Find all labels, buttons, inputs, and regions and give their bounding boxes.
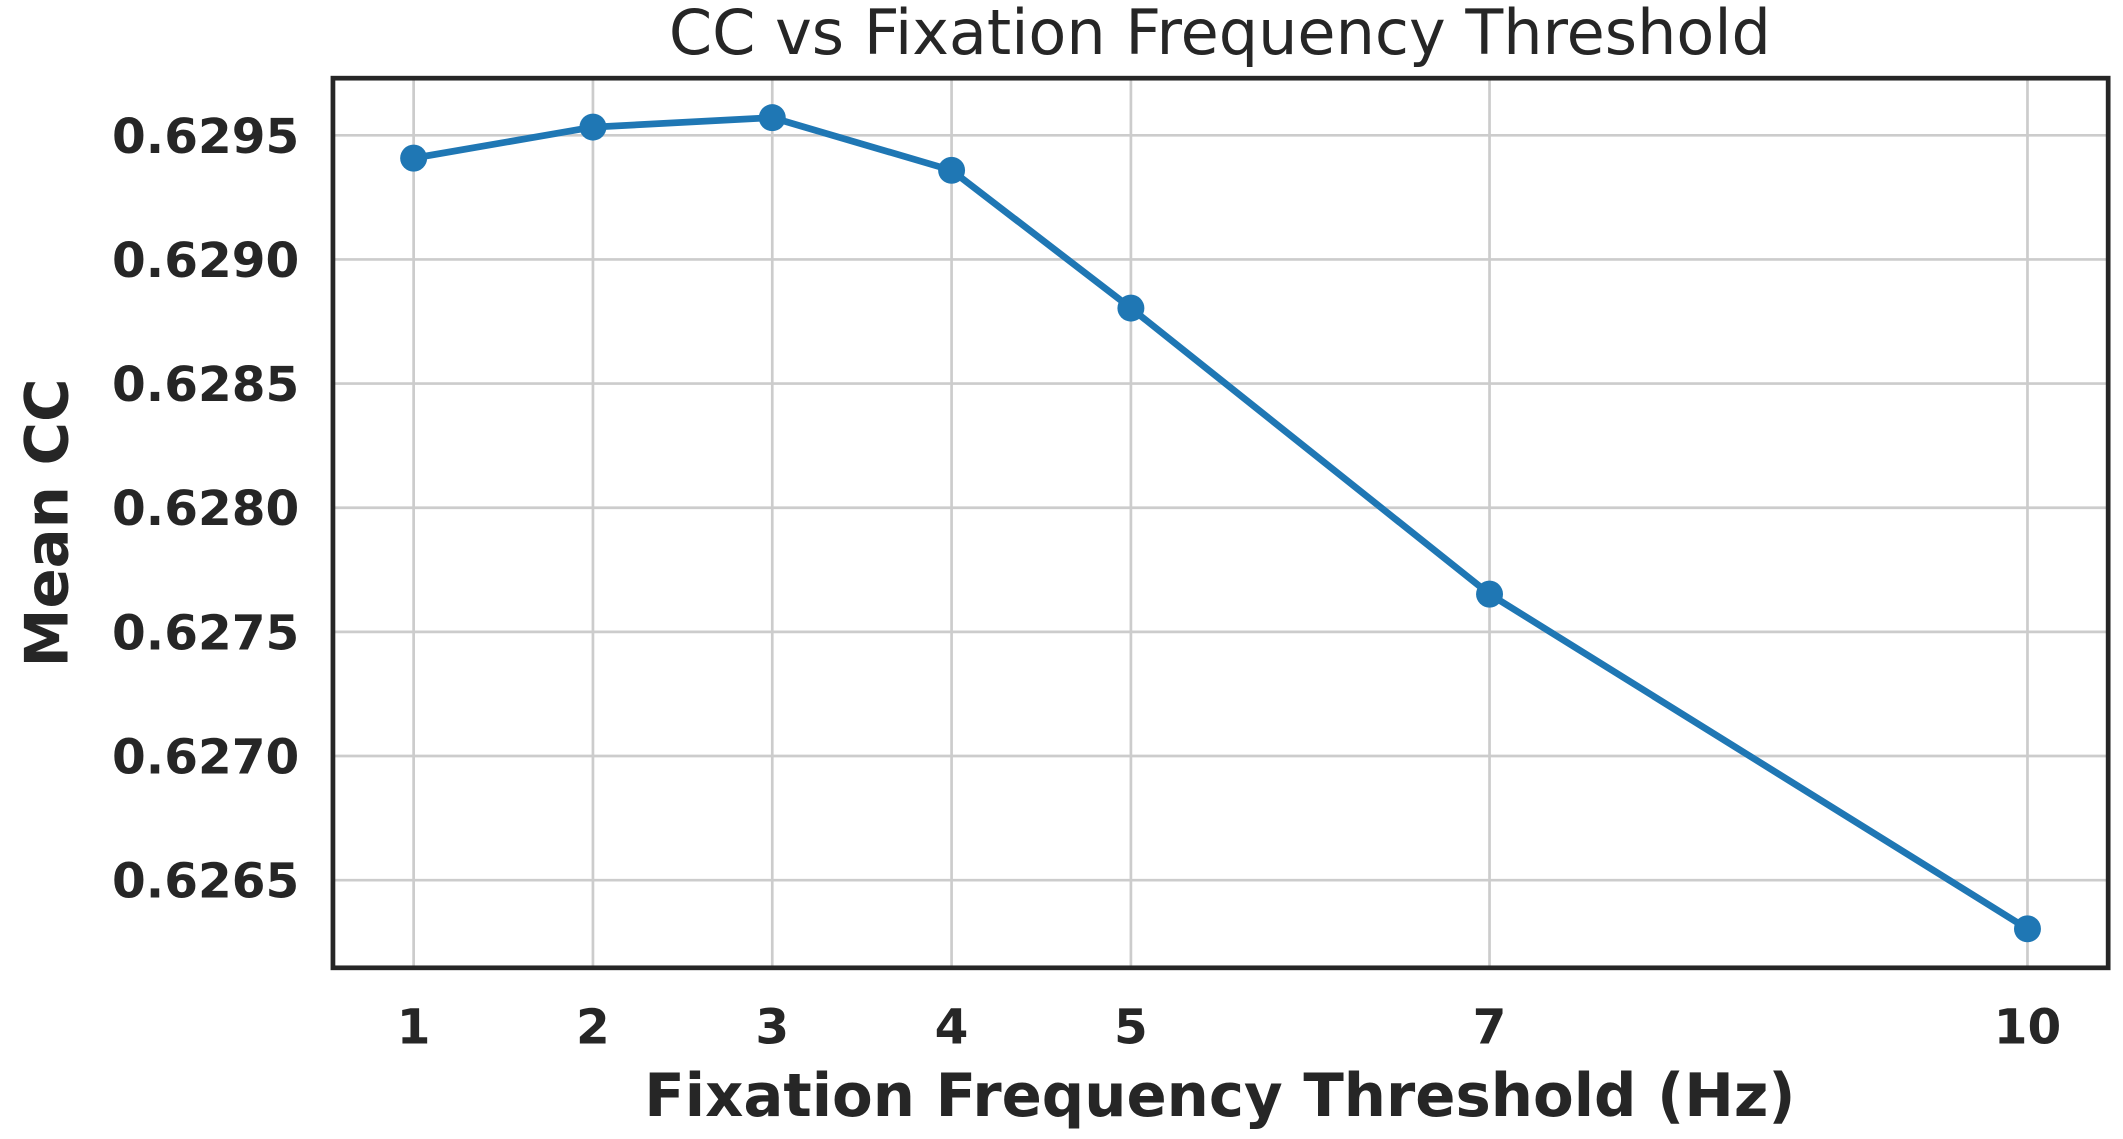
y-tick-label: 0.6265 bbox=[112, 854, 299, 910]
chart-title: CC vs Fixation Frequency Threshold bbox=[669, 0, 1771, 69]
x-axis-label: Fixation Frequency Threshold (Hz) bbox=[644, 1061, 1795, 1130]
x-tick-label: 10 bbox=[1994, 999, 2062, 1055]
series bbox=[400, 104, 2041, 943]
y-tick-label: 0.6270 bbox=[112, 730, 299, 786]
plot-frame bbox=[330, 75, 2111, 971]
data-point bbox=[2013, 915, 2041, 943]
data-point bbox=[938, 156, 966, 184]
x-tick-label: 2 bbox=[576, 999, 610, 1055]
y-tick-label: 0.6290 bbox=[112, 233, 299, 289]
x-tick-labels: 1 2 3 4 5 7 10 bbox=[397, 999, 2061, 1055]
y-tick-labels: 0.6265 0.6270 0.6275 0.6280 0.6285 0.6290 0.62… bbox=[112, 109, 299, 910]
data-point bbox=[579, 113, 607, 141]
y-tick-label: 0.6275 bbox=[112, 605, 299, 661]
data-point bbox=[1117, 294, 1145, 322]
y-tick-label: 0.6280 bbox=[112, 481, 299, 537]
y-tick-label: 0.6285 bbox=[112, 357, 299, 413]
data-point bbox=[400, 144, 428, 172]
y-axis-label: Mean CC bbox=[12, 378, 81, 667]
data-point bbox=[1476, 580, 1504, 608]
data-point bbox=[758, 104, 786, 132]
series-line bbox=[413, 114, 2030, 932]
x-tick-label: 7 bbox=[1473, 999, 1507, 1055]
x-tick-label: 1 bbox=[397, 999, 431, 1055]
x-tick-label: 3 bbox=[755, 999, 789, 1055]
x-tick-label: 5 bbox=[1114, 999, 1148, 1055]
x-tick-label: 4 bbox=[935, 999, 969, 1055]
y-tick-label: 0.6295 bbox=[112, 109, 299, 165]
grid bbox=[332, 78, 2109, 968]
